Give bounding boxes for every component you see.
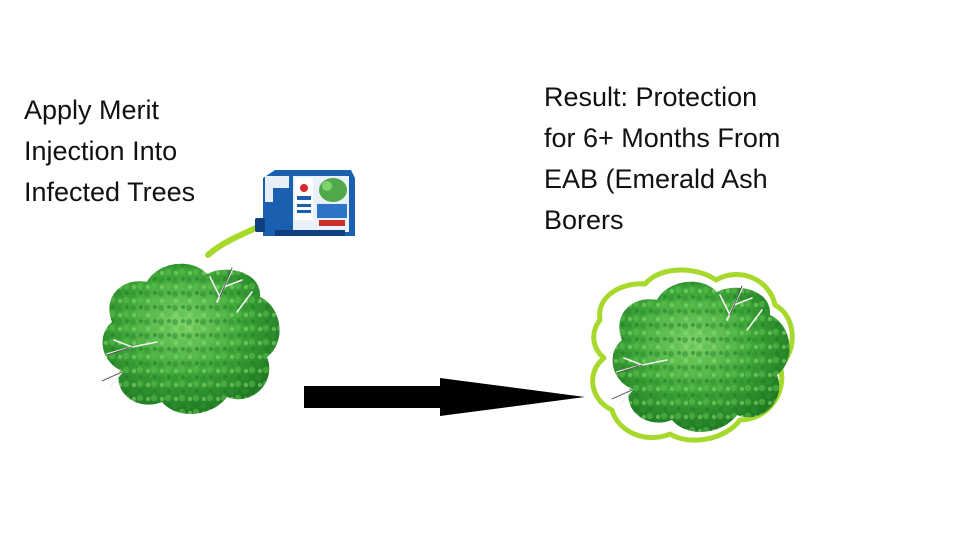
caption-line: for 6+ Months From xyxy=(544,123,781,153)
spray-stream xyxy=(205,225,259,258)
result-caption: Result: Protection for 6+ Months From EA… xyxy=(544,77,780,241)
arrow-right-icon xyxy=(304,378,585,416)
protected-tree-icon xyxy=(590,267,795,443)
caption-line: Injection Into xyxy=(24,136,178,166)
caption-line: Borers xyxy=(544,205,624,235)
caption-line: Result: Protection xyxy=(544,82,758,112)
caption-line: Apply Merit xyxy=(24,95,160,125)
caption-line: EAB (Emerald Ash xyxy=(544,164,768,194)
caption-line: Infected Trees xyxy=(24,177,196,207)
protection-outline xyxy=(590,267,795,443)
step-caption: Apply Merit Injection Into Infected Tree… xyxy=(24,90,195,213)
tree-icon xyxy=(99,262,281,415)
insecticide-jug-icon xyxy=(255,170,355,236)
